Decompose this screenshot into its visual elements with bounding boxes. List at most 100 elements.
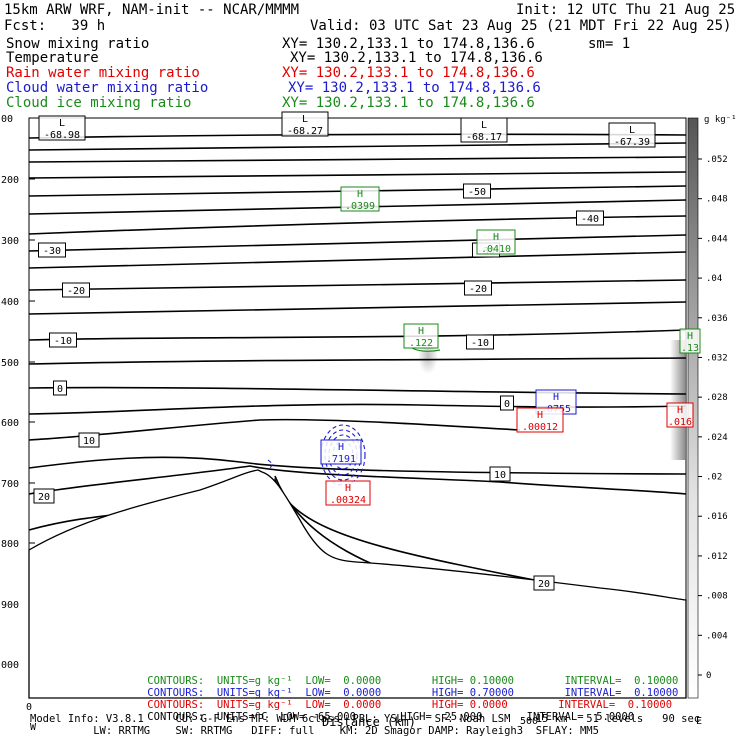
extremum-low: L-68.98 — [38, 115, 86, 141]
colorbar-tick-label: .044 — [706, 234, 728, 244]
isotherm-label: -50 — [468, 187, 486, 198]
extremum-high: H.13 — [679, 328, 701, 354]
field-name-rain: Rain water mixing ratio — [6, 65, 200, 81]
legend-label: CONTOURS: — [147, 675, 205, 687]
y-tick-label: 800 — [1, 539, 19, 550]
isotherm-label-box — [33, 488, 55, 504]
colorbar-tick-label: .024 — [706, 433, 728, 443]
extremum-value: -67.39 — [614, 137, 650, 148]
extremum-high: H.00012 — [516, 407, 564, 433]
colorbar-tick-label: 0 — [706, 671, 711, 681]
isotherm-label-box — [489, 466, 511, 482]
isotherm-label: -40 — [581, 214, 599, 225]
legend-units: UNITS=g kg⁻¹ — [216, 687, 293, 699]
colorbar-tick-label: .012 — [706, 552, 728, 562]
field-xy-temperature: XY= 130.2,133.1 to 174.8,136.6 — [290, 50, 543, 66]
x-end-west: W — [30, 722, 37, 733]
isotherm-label-box — [78, 432, 100, 448]
colorbar-tick-label: .028 — [706, 393, 728, 403]
extremum-value: .00324 — [330, 495, 366, 506]
extremum-type: H — [537, 410, 543, 421]
cloud-ice-contour — [411, 347, 441, 352]
colorbar-tick-label: .036 — [706, 314, 728, 324]
model-info-line-2: LW: RRTMG SW: RRTMG DIFF: full KM: 2D Sm… — [30, 725, 599, 737]
legend-units: UNITS=g kg⁻¹ — [216, 699, 293, 711]
colorbar-tick-label: .016 — [706, 512, 728, 522]
field-xy-snow: XY= 130.2,133.1 to 174.8,136.6 — [282, 36, 535, 52]
legend-interval: INTERVAL= 0.10000 — [558, 699, 673, 711]
legend-units: UNITS=g kg⁻¹ — [216, 675, 293, 687]
extremum-type: L — [481, 120, 487, 131]
init-time: Init: 12 UTC Thu 21 Aug 25 — [516, 2, 736, 18]
isotherm-label-box — [38, 242, 66, 258]
legend-high: HIGH= 0.10000 — [431, 675, 514, 687]
legend-label: CONTOURS: — [147, 711, 205, 723]
isotherm-label: 10 — [494, 470, 506, 481]
isotherm-label-box — [466, 334, 494, 350]
extremum-type: L — [629, 125, 635, 136]
legend-low: LOW= 0.0000 — [305, 687, 382, 699]
field-name-temperature: Temperature — [6, 50, 99, 66]
forecast-hour: Fcst: 39 h — [4, 18, 106, 34]
isotherm-label: 10 — [83, 436, 95, 447]
colorbar-tick-label: .02 — [706, 473, 722, 483]
isotherm-label-box — [463, 183, 491, 199]
extremum-value: .0410 — [481, 244, 511, 255]
legend-interval: INTERVAL= 5.0000 — [526, 711, 635, 723]
legend-low: LOW= -65.000 — [280, 711, 356, 723]
legend-label: CONTOURS: — [147, 687, 205, 699]
y-tick-label: 600 — [1, 418, 19, 429]
extrema-markers: L-68.98L-68.27L-68.17L-67.39H.0399H.0410… — [38, 111, 701, 506]
contour-legend-water: CONTOURS: UNITS=g kg⁻¹ LOW= 0.0000 HIGH=… — [122, 677, 678, 710]
isotherm-label: 0 — [504, 399, 510, 410]
extremum-type: L — [59, 118, 65, 129]
extremum-value: .016 — [668, 417, 692, 428]
y-tick-label: 300 — [1, 236, 19, 247]
extremum-type: L — [302, 114, 308, 125]
contour-legend-temperature: CONTOURS: UNITS=°C LOW= -65.000 HIGH= 25… — [122, 701, 634, 734]
snow-shading-edge — [670, 340, 686, 460]
isotherm-label: 20 — [538, 579, 550, 590]
isotherm-label-box — [576, 210, 604, 226]
extremum-high: H.00324 — [325, 480, 371, 506]
x-end-east: E — [696, 716, 702, 727]
y-tick-label: 900 — [1, 600, 19, 611]
extremum-type: H — [338, 442, 344, 453]
extremum-value: -68.98 — [44, 130, 80, 141]
y-tick-label: 000 — [1, 660, 19, 671]
terrain — [28, 469, 687, 699]
isotherm-label: -20 — [67, 286, 85, 297]
extremum-high: H.7191 — [320, 439, 362, 465]
isotherm-label-box — [49, 332, 77, 348]
extremum-type: H — [345, 483, 351, 494]
model-info-line-1: Model Info: V3.8.1 CU: G-F Ens MP: WDM 6… — [30, 713, 701, 725]
colorbar-ticks: 0 .004 .008 .012 .016 .02 .024 .028 .032 .036 .04.… — [698, 155, 728, 681]
isotherm-label-box — [464, 280, 492, 296]
contour-legend-ice: CONTOURS: UNITS=g kg⁻¹ LOW= 0.0000 HIGH=… — [122, 665, 678, 698]
isotherm-label: 0 — [57, 384, 63, 395]
extremum-value: .0399 — [345, 201, 375, 212]
colorbar-tick-label: .052 — [706, 155, 728, 165]
legend-high: HIGH= 25.000 — [400, 711, 483, 723]
field-smoothing: sm= 1 — [588, 36, 631, 52]
extremum-low: L-68.27 — [281, 111, 329, 137]
isotherm-label-box — [500, 395, 514, 411]
extremum-type: H — [418, 326, 424, 337]
isotherm-label: -10 — [471, 338, 489, 349]
isotherm-label: -20 — [469, 284, 487, 295]
legend-interval: INTERVAL= 0.10000 — [564, 675, 679, 687]
isotherm-label: -30 — [43, 246, 61, 257]
colorbar-unit: g kg⁻¹ — [704, 115, 737, 125]
field-name-cloud-water: Cloud water mixing ratio — [6, 80, 209, 96]
legend-label: CONTOURS: — [147, 699, 205, 711]
y-tick-label: 500 — [1, 358, 19, 369]
y-tick-label: 00 — [1, 114, 13, 125]
extremum-type: H — [493, 232, 499, 243]
colorbar-tick-label: .04 — [706, 274, 722, 284]
extremum-value: -68.17 — [466, 132, 502, 143]
extremum-type: H — [357, 189, 363, 200]
x-tick-500: 500 — [520, 716, 538, 727]
